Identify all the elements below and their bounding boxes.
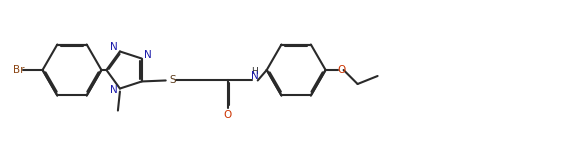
Text: N: N	[144, 50, 152, 60]
Text: S: S	[169, 75, 176, 85]
Text: Br: Br	[13, 65, 24, 75]
Text: N: N	[110, 85, 118, 95]
Text: H: H	[251, 67, 258, 76]
Text: N: N	[251, 71, 258, 81]
Text: O: O	[224, 110, 232, 120]
Text: N: N	[110, 42, 118, 52]
Text: O: O	[337, 65, 345, 75]
